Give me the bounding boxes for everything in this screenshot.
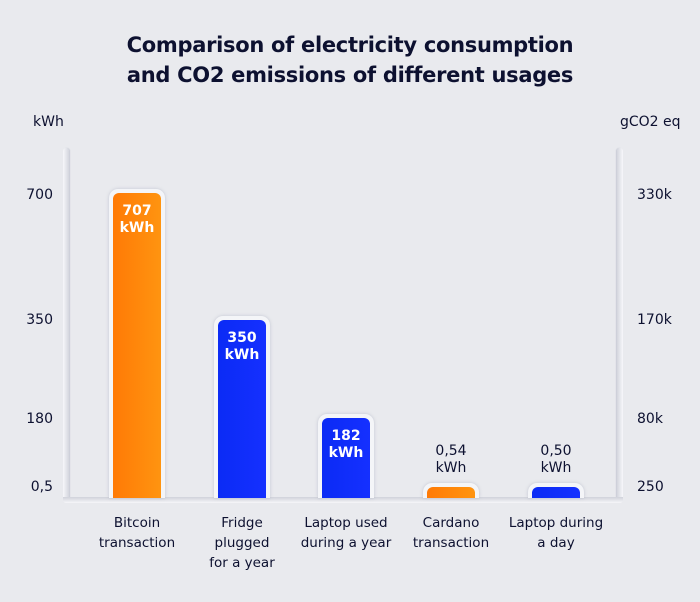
bar-value-label: 182 kWh: [328, 428, 364, 461]
bar-value-label: 707 kWh: [119, 203, 155, 236]
bar: [113, 193, 161, 498]
bar: [427, 487, 475, 498]
x-axis-line: [63, 497, 623, 503]
x-category-label: Laptop during a day: [508, 515, 604, 551]
y-tick-left: 0,5: [30, 479, 53, 495]
chart-title: Comparison of electricity consumption an…: [0, 30, 700, 90]
bar: [218, 320, 266, 498]
y-axis-left-line: [63, 148, 69, 498]
chart-title-line-2: and CO2 emissions of different usages: [126, 63, 574, 87]
bar-frame: [214, 316, 270, 498]
x-category-label: Bitcoin transaction: [98, 515, 176, 551]
bar: [532, 487, 580, 498]
x-category-label: Cardano transaction: [412, 515, 490, 551]
x-category-label: Laptop used during a year: [300, 515, 392, 551]
bar-value-label: 350 kWh: [224, 330, 260, 363]
y-tick-left: 700: [26, 187, 53, 204]
bar-frame: [109, 189, 165, 498]
y-axis-left-label: kWh: [33, 114, 64, 130]
y-axis-right-label: gCO2 eq: [620, 114, 681, 130]
y-tick-right: 170k: [637, 312, 672, 328]
bar-frame: [318, 414, 374, 498]
y-tick-right: 250: [637, 479, 664, 495]
bar-value-label: 0,54 kWh: [435, 443, 467, 476]
bar-frame: [423, 483, 479, 498]
y-axis-right-line: [617, 148, 623, 500]
y-tick-right: 80k: [637, 410, 663, 427]
y-tick-right: 330k: [637, 187, 672, 204]
x-category-label: Fridge plugged for a year: [209, 515, 275, 571]
bar-frame: [528, 483, 584, 498]
y-tick-left: 350: [26, 312, 53, 328]
y-tick-left: 180: [26, 410, 53, 427]
chart-title-line-1: Comparison of electricity consumption: [126, 33, 574, 57]
bar-value-label: 0,50 kWh: [540, 443, 572, 476]
bar: [322, 418, 370, 498]
